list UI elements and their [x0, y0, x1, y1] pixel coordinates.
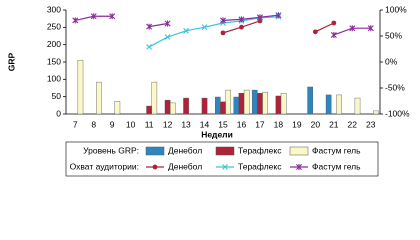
point — [201, 24, 208, 31]
point — [220, 30, 226, 36]
point — [256, 14, 263, 21]
y-tick-label: 100 — [47, 74, 61, 84]
point — [183, 27, 189, 34]
bar — [238, 92, 245, 115]
y-tick-label: 300 — [47, 4, 61, 14]
point — [330, 31, 337, 38]
x-tick-label: 22 — [348, 119, 358, 129]
point — [72, 17, 79, 24]
y-tick-label: 200 — [47, 39, 61, 49]
y-tick-label: 150 — [47, 56, 61, 66]
bar — [354, 97, 361, 115]
y2-tick-label: 100% — [385, 4, 407, 14]
y-axis-label: GRP — [6, 52, 16, 71]
bar — [151, 81, 158, 115]
bar — [262, 91, 268, 115]
point — [367, 25, 374, 32]
legend-swatch — [289, 146, 309, 156]
x-tick-label: 10 — [126, 119, 136, 129]
bar — [146, 105, 152, 115]
bar — [214, 96, 221, 115]
bar — [280, 92, 287, 115]
y2-tick-label: -50% — [385, 82, 405, 92]
x-tick-label: 19 — [292, 119, 302, 129]
x-tick-label: 7 — [73, 119, 78, 129]
point — [275, 12, 282, 19]
x-tick-label: 9 — [110, 119, 115, 129]
point — [164, 34, 171, 40]
point — [164, 20, 171, 27]
legend-swatch — [145, 146, 165, 156]
x-tick-label: 21 — [329, 119, 339, 129]
x-tick-label: 8 — [91, 119, 96, 129]
legend-swatch — [215, 146, 235, 156]
bar — [220, 101, 226, 115]
y2-tick-label: 0% — [385, 56, 398, 66]
bar — [96, 81, 102, 115]
chart: GRP Недели Уровень GRP: Охват аудитории:… — [6, 4, 410, 177]
legend-label: Денебол — [168, 161, 202, 171]
x-axis-label: Недели — [201, 129, 233, 139]
bar — [77, 60, 84, 115]
bar — [307, 86, 313, 115]
y-tick-label: 0 — [56, 108, 61, 118]
bar — [275, 95, 282, 115]
point — [152, 164, 158, 170]
legend-label: Денебол — [168, 145, 202, 155]
bar — [183, 97, 189, 115]
bar — [251, 89, 258, 115]
point — [146, 44, 153, 50]
bar — [373, 110, 379, 115]
bar — [114, 100, 121, 115]
legend-label: Терафлекс — [238, 145, 282, 155]
y-tick-label: 50 — [52, 91, 62, 101]
bar — [164, 99, 171, 115]
bar — [336, 94, 342, 115]
point — [146, 23, 153, 30]
bar — [257, 92, 263, 115]
x-tick-label: 13 — [181, 119, 191, 129]
legend-label: Фастум гель — [312, 161, 361, 171]
x-tick-label: 15 — [218, 119, 228, 129]
point — [109, 13, 116, 20]
x-tick-label: 18 — [274, 119, 284, 129]
bar — [243, 89, 250, 115]
x-tick-label: 23 — [366, 119, 376, 129]
bar — [325, 94, 332, 115]
x-tick-label: 17 — [255, 119, 265, 129]
y2-tick-label: 50% — [385, 30, 402, 40]
line — [148, 16, 279, 48]
y2-tick-label: -100% — [385, 108, 410, 118]
x-tick-label: 20 — [311, 119, 321, 129]
bar — [225, 89, 232, 115]
legend-title: Охват аудитории: — [70, 161, 139, 171]
point — [222, 164, 228, 170]
point — [312, 29, 318, 35]
legend-title: Уровень GRP: — [83, 145, 139, 155]
point — [239, 24, 244, 30]
bar — [169, 102, 176, 115]
x-tick-label: 11 — [145, 119, 154, 129]
point — [331, 20, 337, 26]
legend-label: Терафлекс — [238, 161, 282, 171]
legend-label: Фастум гель — [312, 145, 361, 155]
point — [349, 25, 356, 32]
y-tick-label: 250 — [47, 22, 61, 32]
x-tick-label: 12 — [163, 119, 173, 129]
point — [296, 164, 302, 170]
x-tick-label: 14 — [200, 119, 210, 129]
bar — [233, 96, 240, 115]
point — [90, 13, 97, 20]
x-tick-label: 16 — [237, 119, 247, 129]
point — [220, 17, 226, 24]
point — [238, 16, 245, 23]
bar — [201, 97, 208, 115]
